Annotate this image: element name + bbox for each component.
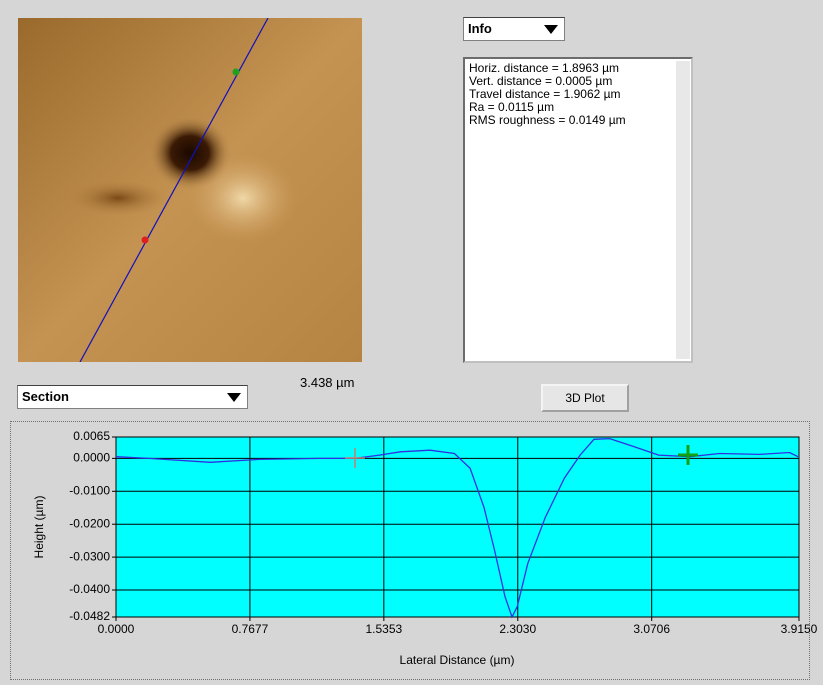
x-tick-label: 0.0000: [98, 622, 135, 636]
y-tick-label: -0.0200: [69, 516, 110, 530]
x-tick-label: 3.0706: [633, 622, 670, 636]
page: Info Horiz. distance = 1.8963 µmVert. di…: [0, 0, 823, 685]
y-tick-label: -0.0400: [69, 582, 110, 596]
y-axis-label: Height (µm): [32, 496, 46, 559]
x-axis-label: Lateral Distance (µm): [400, 653, 515, 667]
x-tick-label: 3.9150: [781, 622, 818, 636]
y-tick-label: -0.0300: [69, 549, 110, 563]
y-tick-label: 0.0000: [73, 451, 110, 465]
x-tick-label: 1.5353: [365, 622, 402, 636]
y-tick-label: -0.0482: [69, 609, 110, 623]
chart: Height (µm) Lateral Distance (µm) 0.0065…: [0, 0, 823, 685]
x-tick-label: 0.7677: [232, 622, 269, 636]
y-tick-label: 0.0065: [73, 429, 110, 443]
x-tick-label: 2.3030: [499, 622, 536, 636]
y-tick-label: -0.0100: [69, 483, 110, 497]
